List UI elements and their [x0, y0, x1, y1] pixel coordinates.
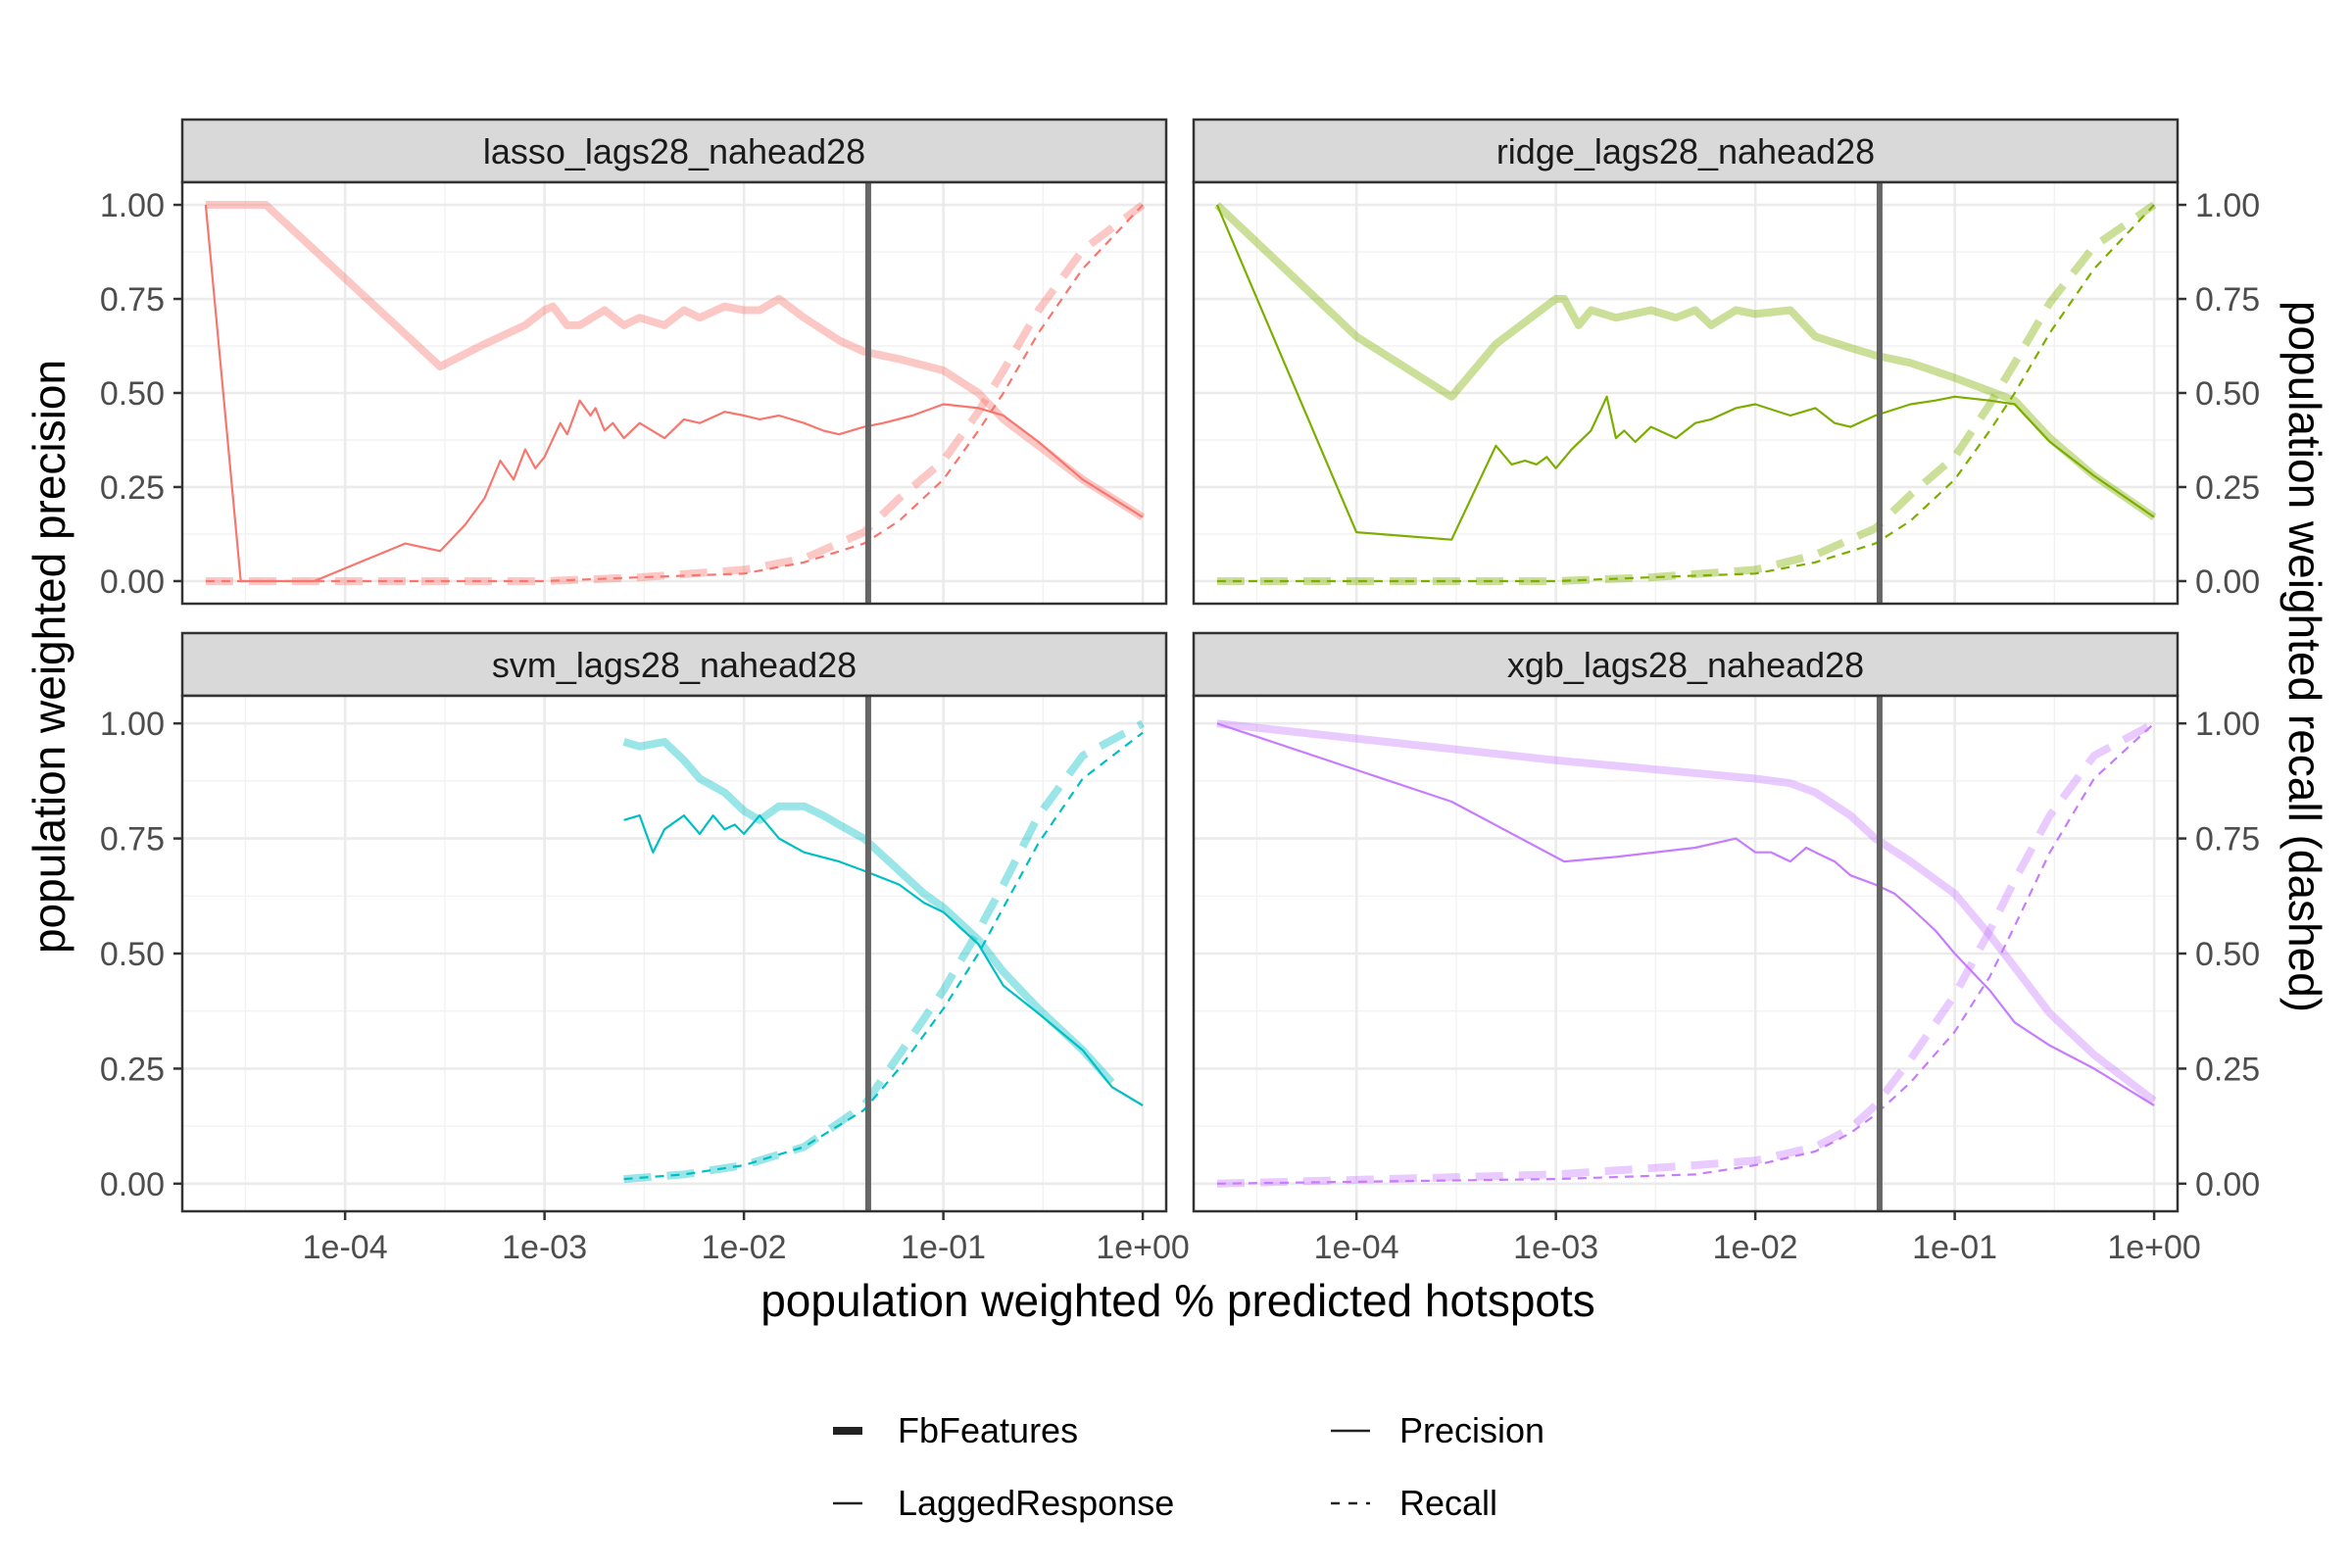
x-tick-label: 1e-02: [1713, 1229, 1798, 1266]
y2-tick-label: 0.25: [2195, 469, 2260, 507]
panel-ridge: ridge_lags28_nahead28 0.00 0.25 0.50 0.75 1.0…: [1192, 118, 2260, 606]
x-tick-label: 1e-01: [901, 1229, 986, 1266]
y2-tick-label: 0.75: [2195, 281, 2260, 318]
major-gridlines: [1194, 696, 2178, 1211]
series-ridge-laggedresponse-precision: [1215, 204, 2155, 541]
x-tick-label: 1e+00: [1096, 1229, 1190, 1266]
series-group: [1214, 201, 2157, 585]
x-tick-label: 1e-04: [303, 1229, 388, 1266]
series-xgb-fbfeatures-recall: [1216, 719, 2156, 1188]
major-gridlines: [182, 182, 1166, 604]
panel-strip: [1192, 631, 2180, 698]
x-tick-label: 1e-04: [1314, 1229, 1399, 1266]
series-lasso-fbfeatures-precision: [205, 201, 1146, 521]
y-tick-label: 0.00: [100, 564, 165, 601]
panel-lasso: lasso_lags28_nahead28 0.00 0.25 0.50 0.75 1.0…: [100, 118, 1168, 606]
panel-strip: [1192, 118, 2180, 184]
legend: FbFeatures LaggedResponse Precision Reca…: [833, 1410, 1544, 1523]
panel-title: lasso_lags28_nahead28: [483, 131, 865, 172]
legend-label-precision: Precision: [1399, 1410, 1544, 1450]
panel-strip: [180, 118, 1168, 184]
x-tick-label: 1e+00: [2107, 1229, 2201, 1266]
y-tick-label: 0.75: [100, 821, 165, 858]
legend-label-laggedresponse: LaggedResponse: [898, 1483, 1174, 1523]
series-xgb-fbfeatures-precision: [1216, 719, 2157, 1104]
panel-xgb: xgb_lags28_nahead28 0.00 0.25 0.50 0.75 1.00 1…: [1192, 631, 2260, 1266]
series-group: [204, 201, 1146, 585]
panel-title: ridge_lags28_nahead28: [1496, 131, 1875, 172]
x-tick-label: 1e-02: [702, 1229, 787, 1266]
x-tick-label: 1e-01: [1912, 1229, 1997, 1266]
panel-strip: [180, 631, 1168, 698]
y-tick-label: 0.25: [100, 469, 165, 507]
y-tick-label: 0.50: [100, 375, 165, 413]
y-tick-label: 0.50: [100, 936, 165, 973]
series-lasso-laggedresponse-precision: [204, 204, 1144, 583]
y-tick-label: 0.75: [100, 281, 165, 318]
x-axis-label: population weighted % predicted hotspots: [760, 1275, 1595, 1326]
y2-tick-label: 0.00: [2195, 1166, 2260, 1203]
y-tick-label: 0.25: [100, 1051, 165, 1088]
y2-tick-label: 0.50: [2195, 375, 2260, 413]
series-svm-laggedresponse-recall: [623, 731, 1144, 1181]
series-svm-fbfeatures-precision: [622, 738, 1115, 1086]
y2-tick-label: 0.75: [2195, 821, 2260, 858]
facet-panels: lasso_lags28_nahead28 0.00 0.25 0.50 0.75 1.0…: [100, 118, 2260, 1266]
y-tick-label: 1.00: [100, 187, 165, 224]
panel-title: svm_lags28_nahead28: [492, 645, 857, 685]
x-tick-label: 1e-03: [1513, 1229, 1598, 1266]
series-group: [1216, 719, 2157, 1188]
legend-label-recall: Recall: [1399, 1483, 1497, 1523]
y2-tick-label: 0.25: [2195, 1051, 2260, 1088]
series-ridge-fbfeatures-precision: [1214, 202, 2157, 520]
y-tick-label: 1.00: [100, 706, 165, 743]
series-lasso-fbfeatures-recall: [205, 201, 1146, 585]
y2-tick-label: 1.00: [2195, 187, 2260, 224]
series-xgb-laggedresponse-recall: [1216, 722, 2155, 1185]
y2-tick-label: 0.00: [2195, 564, 2260, 601]
series-lasso-laggedresponse-recall: [205, 204, 1144, 583]
series-ridge-fbfeatures-recall: [1216, 201, 2157, 585]
series-group: [622, 719, 1145, 1184]
series-xgb-laggedresponse-precision: [1216, 722, 2155, 1106]
panel-title: xgb_lags28_nahead28: [1507, 645, 1864, 685]
series-svm-laggedresponse-precision: [623, 814, 1144, 1106]
y2-tick-label: 1.00: [2195, 706, 2260, 743]
y-tick-label: 0.00: [100, 1166, 165, 1203]
legend-label-fbfeatures: FbFeatures: [898, 1410, 1078, 1450]
y-axis-label: population weighted precision: [24, 360, 74, 954]
major-gridlines: [182, 696, 1166, 1211]
panel-svm: svm_lags28_nahead28 0.00 0.25 0.50 0.75 1.00 1…: [100, 631, 1190, 1266]
y2-axis-label: population weighted recall (dashed): [2279, 301, 2330, 1012]
series-ridge-laggedresponse-recall: [1216, 204, 2155, 583]
x-tick-label: 1e-03: [502, 1229, 587, 1266]
y2-tick-label: 0.50: [2195, 936, 2260, 973]
